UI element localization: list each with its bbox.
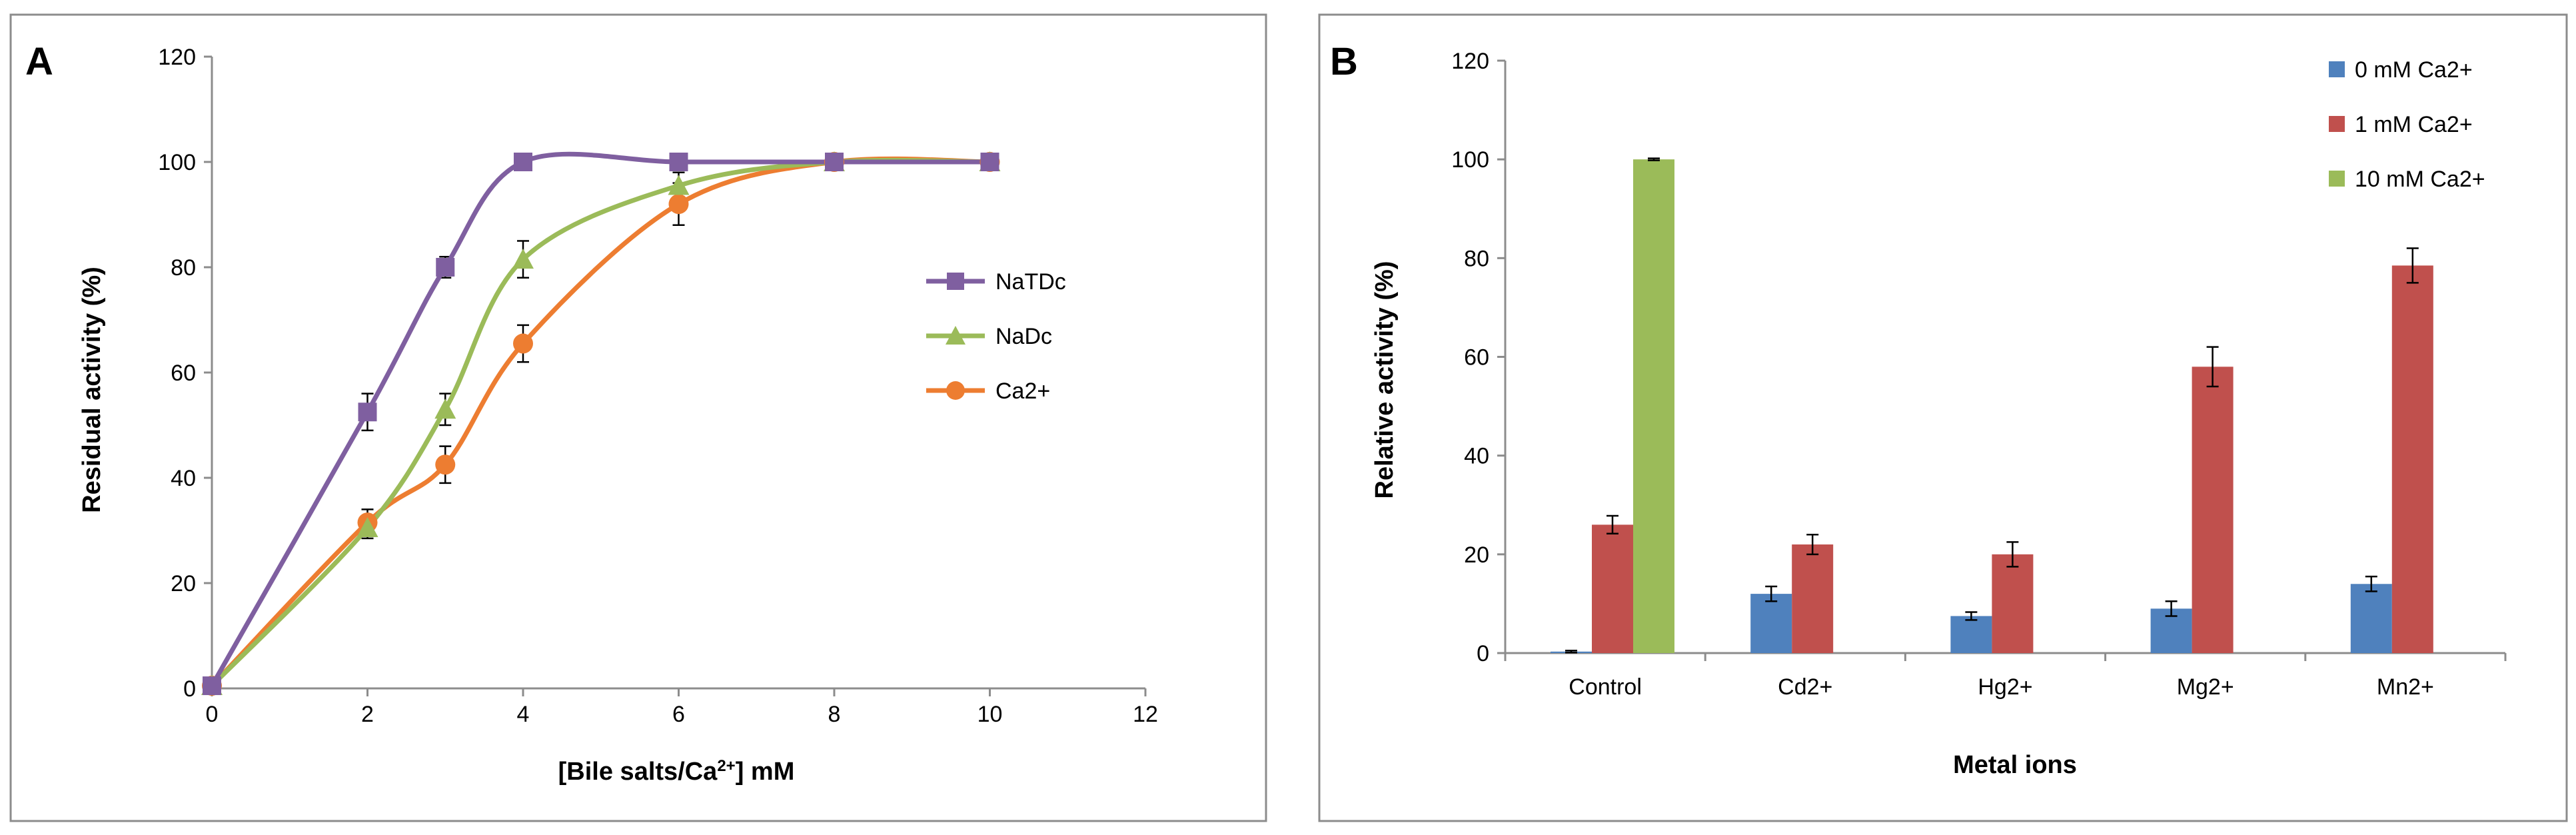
panel-a-x-tick-label: 10 [977,702,1003,727]
panel-b-legend: 0 mM Ca2+ 1 mM Ca2+ 10 mM Ca2+ [2329,57,2485,192]
panel-a-legend: NaTDc NaDc Ca2+ [926,269,1066,404]
panel-a-y-tick-label: 0 [183,676,196,702]
legend-marker-NaTDc [947,273,964,290]
bar-1 mM Ca2+ [2391,265,2433,654]
panel-a-frame [9,13,1267,822]
bar-1 mM Ca2+ [1992,554,2034,653]
data-point-NaTDc [669,153,688,171]
category-label: Control [1569,674,1642,700]
bar-1 mM Ca2+ [1792,544,1834,653]
bar-0 mM Ca2+ [2350,584,2392,653]
panel-b-y-tick-labels: 0 20 40 60 80 100 120 [1451,49,1489,666]
legend-label-0 mM Ca2+: 0 mM Ca2+ [2355,57,2473,83]
panel-a: A 0 20 40 60 80 100 120 0 2 4 6 8 10 12 NaTDc NaDc Ca2… [9,13,1267,822]
bar-1 mM Ca2+ [2192,367,2234,653]
legend-swatch-0 mM Ca2+ [2329,61,2345,77]
panel-b-letter: B [1330,40,1358,83]
panel-a-x-tick-label: 8 [828,702,841,727]
bar-0 mM Ca2+ [1750,594,1792,653]
panel-a-x-tick-label: 2 [361,702,374,727]
data-point-NaDc [434,399,456,419]
category-label: Cd2+ [1778,674,1832,700]
panel-a-x-tick-label: 4 [517,702,530,727]
legend-marker-Ca2+ [946,381,965,400]
panel-a-y-tick-label: 60 [171,361,196,386]
panel-b-y-tick-label: 0 [1477,641,1489,666]
panel-a-y-tick-label: 40 [171,466,196,491]
panel-b-y-tick-label: 40 [1464,444,1489,469]
data-point-NaTDc [825,153,844,171]
panel-a-y-tick-label: 120 [158,45,196,70]
legend-label-1 mM Ca2+: 1 mM Ca2+ [2355,112,2473,137]
panel-a-x-tick-labels: 0 2 4 6 8 10 12 [206,702,1158,727]
category-label: Mg2+ [2177,674,2234,700]
panel-a-x-tick-label: 12 [1133,702,1158,727]
panel-b-y-tick-label: 120 [1451,49,1489,74]
panel-b-error-bars [1565,157,2419,654]
panel-b-y-axis-title: Relative activity (%) [1371,261,1399,499]
bar-10 mM Ca2+ [1633,159,1674,653]
bar-1 mM Ca2+ [1592,524,1633,653]
data-point-NaDc [356,517,378,538]
panel-b-x-axis-title: Metal ions [1953,751,2077,779]
panel-b-y-tick-label: 100 [1451,147,1489,173]
data-point-Ca2+ [513,333,533,354]
panel-a-y-tick-label: 20 [171,571,196,596]
panel-b-category-labels: Control Cd2+ Hg2+ Mg2+ Mn2+ [1569,674,2434,700]
data-point-NaDc [512,249,534,269]
panel-a-y-tick-label: 80 [171,255,196,281]
panel-a-axes [204,55,1147,696]
panel-a-x-tick-label: 0 [206,702,219,727]
legend-label-10 mM Ca2+: 10 mM Ca2+ [2355,167,2485,192]
panel-a-x-axis-title: [Bile salts/Ca2+] mM [558,757,795,786]
legend-marker-NaDc [946,326,966,345]
data-point-NaTDc [514,153,532,171]
data-point-Ca2+ [435,454,456,475]
panel-b-y-tick-label: 80 [1464,246,1489,271]
bar-0 mM Ca2+ [1950,616,1992,653]
data-point-NaTDc [358,403,377,422]
category-label: Mn2+ [2377,674,2434,700]
data-point-NaTDc [980,153,999,171]
panel-b-y-tick-label: 60 [1464,345,1489,371]
legend-label-Ca2+: Ca2+ [995,379,1050,404]
panel-b-y-tick-label: 20 [1464,542,1489,568]
category-label: Hg2+ [1978,674,2032,700]
panel-b-bars [1551,159,2433,654]
data-point-NaTDc [436,258,455,277]
data-point-NaDc [668,175,690,195]
legend-label-NaTDc: NaTDc [995,269,1066,295]
panel-b: B 0 20 40 60 80 100 120 Control Cd2+ Hg2+ Mg2+ Mn2… [1318,13,2568,822]
legend-swatch-10 mM Ca2+ [2329,171,2345,187]
panel-a-y-tick-labels: 0 20 40 60 80 100 120 [158,45,196,702]
panel-a-y-axis-title: Residual activity (%) [78,267,106,513]
panel-a-markers [201,151,1001,696]
panel-a-x-tick-label: 6 [672,702,685,727]
panel-b-frame [1318,13,2568,822]
panel-a-letter: A [25,40,53,83]
legend-label-NaDc: NaDc [995,324,1052,349]
legend-swatch-1 mM Ca2+ [2329,116,2345,132]
panel-a-y-tick-label: 100 [158,150,196,175]
data-point-Ca2+ [668,194,689,215]
data-point-NaTDc [203,676,221,696]
